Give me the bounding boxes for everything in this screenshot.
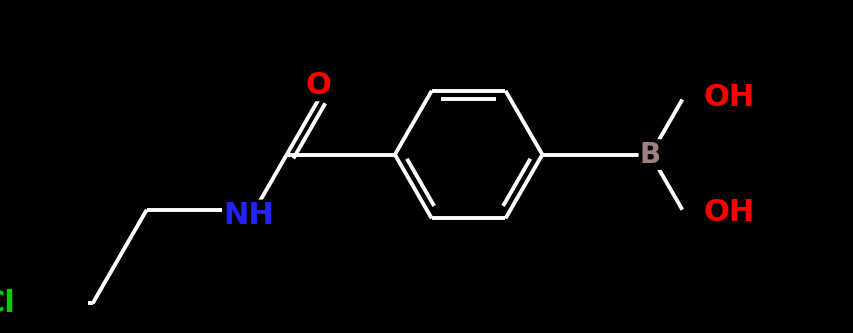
Text: OH: OH (703, 83, 754, 112)
Text: B: B (639, 141, 660, 168)
Text: OH: OH (703, 197, 754, 226)
Text: NH: NH (223, 201, 274, 230)
Text: Cl: Cl (0, 289, 15, 318)
Text: O: O (305, 71, 331, 100)
